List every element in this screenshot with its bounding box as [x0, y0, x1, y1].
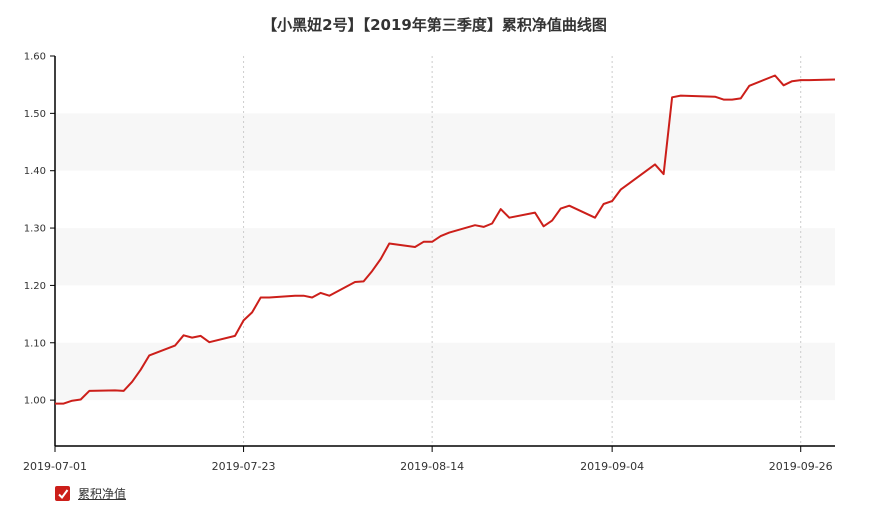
- x-tick-label: 2019-08-14: [400, 460, 464, 473]
- series-line-cumulative-nav: [55, 74, 836, 405]
- legend-item-cumulative-nav[interactable]: 累积净值: [55, 485, 126, 502]
- x-tick-label: 2019-09-26: [769, 460, 833, 473]
- x-tick-label: 2019-09-04: [580, 460, 644, 473]
- y-tick-label: 1.30: [24, 224, 46, 235]
- vertical-gridlines: [243, 56, 802, 446]
- legend-label[interactable]: 累积净值: [78, 487, 127, 501]
- grid-band: [55, 113, 835, 171]
- x-axis-ticks: 2019-07-01 2019-07-23 2019-08-14 2019-09-04…: [23, 446, 833, 473]
- series-layer: [55, 74, 836, 405]
- grid-band: [55, 342, 835, 401]
- checkbox-checked-icon[interactable]: [55, 486, 70, 501]
- y-axis-ticks: 1.00 1.10 1.20 1.30 1.40 1.50 1.60: [24, 52, 55, 407]
- x-tick-label: 2019-07-01: [23, 460, 87, 473]
- y-tick-label: 1.50: [24, 109, 46, 120]
- chart-title: 【小黑妞2号】【2019年第三季度】累积净值曲线图: [262, 16, 607, 34]
- y-tick-label: 1.20: [24, 281, 46, 292]
- x-tick-label: 2019-07-23: [212, 460, 276, 473]
- y-tick-label: 1.60: [24, 52, 46, 63]
- grid-bands: [55, 113, 835, 401]
- y-tick-label: 1.00: [24, 396, 46, 407]
- y-tick-label: 1.10: [24, 338, 46, 349]
- axes: [54, 56, 835, 447]
- y-tick-label: 1.40: [24, 166, 46, 177]
- grid-band: [55, 228, 835, 286]
